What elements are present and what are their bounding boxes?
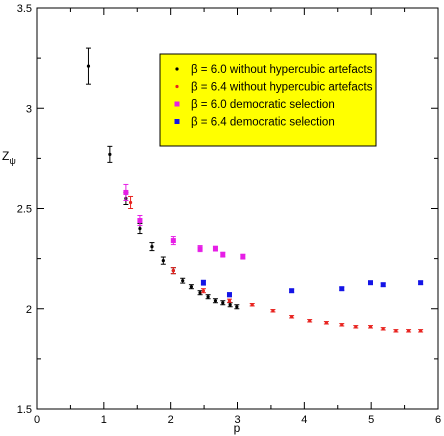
- legend-entry: β = 6.0 without hypercubic artefacts: [175, 64, 373, 76]
- series: [128, 195, 424, 333]
- data-point: [198, 291, 202, 295]
- legend-box: [159, 53, 377, 147]
- data-point: [213, 299, 218, 303]
- data-point: [175, 84, 179, 89]
- data-point: [200, 280, 206, 286]
- data-point: [161, 259, 165, 263]
- x-tick-label: 0: [34, 414, 40, 426]
- data-point: [137, 218, 143, 224]
- series: [200, 279, 424, 298]
- data-point: [212, 246, 218, 252]
- data-point: [418, 280, 424, 286]
- x-tick-label: 6: [435, 414, 441, 426]
- x-tick-label: 1: [101, 414, 107, 426]
- axis-ticks: 0 1 2 3 4 5 6 1.5 2 2.5 3 3.5: [17, 3, 441, 426]
- data-point: [181, 279, 185, 283]
- legend-entries: β = 6.0 without hypercubic artefacts β = …: [174, 64, 373, 129]
- y-axis-label-main: Z: [2, 149, 9, 163]
- data-point: [394, 329, 398, 333]
- data-point: [340, 323, 344, 327]
- data-point: [289, 288, 295, 294]
- data-point: [150, 244, 154, 249]
- data-point: [235, 305, 239, 309]
- y-tick-label: 3: [26, 103, 32, 115]
- data-point: [381, 327, 385, 331]
- legend-label: β = 6.4 democratic selection: [191, 117, 335, 129]
- legend: β = 6.0 without hypercubic artefacts β = …: [159, 53, 377, 147]
- x-tick-label: 5: [368, 414, 374, 426]
- y-tick-label: 2.5: [17, 204, 32, 216]
- data-point: [228, 303, 232, 307]
- data-point: [226, 292, 232, 298]
- y-tick-label: 2: [26, 304, 32, 316]
- data-point: [170, 238, 176, 244]
- data-point: [380, 282, 386, 288]
- data-point: [138, 226, 142, 231]
- data-point: [220, 252, 226, 258]
- legend-entry: β = 6.4 democratic selection: [174, 117, 335, 129]
- data-point: [174, 119, 180, 124]
- y-tick-label: 1.5: [17, 404, 32, 416]
- data-point: [128, 200, 133, 205]
- legend-label: β = 6.0 democratic selection: [191, 99, 335, 111]
- data-point: [339, 286, 345, 292]
- x-tick-label: 2: [168, 414, 174, 426]
- data-point: [250, 303, 254, 307]
- y-tick-label: 3.5: [17, 3, 32, 15]
- legend-label: β = 6.4 without hypercubic artefacts: [191, 82, 373, 94]
- data-marks: [85, 47, 424, 333]
- data-point: [354, 325, 358, 329]
- data-point: [367, 280, 373, 286]
- data-point: [419, 329, 423, 333]
- data-point: [308, 319, 312, 323]
- series: [123, 183, 246, 260]
- data-point: [189, 285, 193, 289]
- data-point: [86, 64, 91, 68]
- x-tick-label: 4: [301, 414, 307, 426]
- data-point: [368, 325, 373, 329]
- y-axis-label-subscript: ψ: [9, 156, 15, 166]
- data-point: [324, 321, 328, 325]
- data-point: [406, 329, 411, 333]
- data-point: [201, 289, 206, 293]
- data-point: [171, 269, 175, 273]
- data-point: [206, 295, 210, 299]
- data-point: [271, 309, 275, 313]
- legend-entry: β = 6.4 without hypercubic artefacts: [175, 82, 373, 94]
- data-point: [174, 101, 180, 107]
- data-point: [240, 254, 246, 260]
- data-point: [221, 301, 225, 305]
- data-point: [123, 189, 129, 195]
- x-tick-label: 3: [234, 414, 240, 426]
- x-axis-label: p: [234, 421, 241, 435]
- y-axis-label: Zψ: [2, 149, 16, 166]
- data-point: [175, 67, 179, 71]
- legend-label: β = 6.0 without hypercubic artefacts: [191, 64, 373, 76]
- data-point: [227, 299, 232, 303]
- legend-entry: β = 6.0 democratic selection: [174, 99, 335, 111]
- data-point: [290, 315, 294, 319]
- data-point: [197, 246, 203, 252]
- data-point: [108, 152, 112, 156]
